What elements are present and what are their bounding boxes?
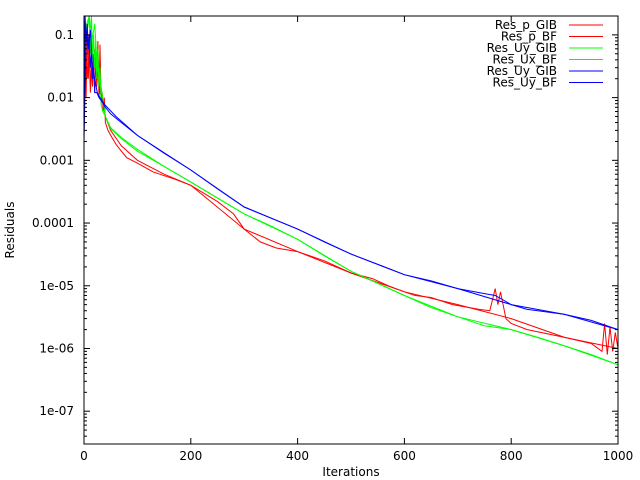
x-tick-label: 400: [286, 449, 309, 463]
x-tick-label: 0: [80, 449, 88, 463]
legend: Res_p_GIBRes_p_BFRes_Uy_GIBRes_Ux_BFRes_…: [487, 18, 603, 90]
y-tick-label: 1e-05: [39, 279, 74, 293]
plot-frame: [83, 15, 619, 445]
y-tick-label: 1e-07: [39, 404, 74, 418]
x-axis-title: Iterations: [322, 465, 379, 479]
x-tick-label: 1000: [603, 449, 634, 463]
y-tick-label: 0.1: [55, 28, 74, 42]
legend-label: Res_Uy_BF: [493, 76, 558, 90]
y-axis-title: Residuals: [3, 202, 17, 259]
y-tick-label: 0.0001: [32, 216, 74, 230]
legend-label: Res_Uy_GIB: [487, 41, 557, 55]
series-layer: [83, 15, 619, 366]
legend-label: Res_p_GIB: [495, 18, 557, 32]
ticks-layer: 0 200 400 600 800 1000 0.1 0.01 0.001 0.0001 1e-05…: [32, 15, 634, 463]
legend-label: Res_Ux_BF: [493, 53, 558, 67]
x-tick-label: 200: [179, 449, 202, 463]
legend-label: Res_Uy_GIB: [487, 64, 557, 78]
x-tick-label: 600: [393, 449, 416, 463]
series-line-res-ux-bf-3: [83, 15, 619, 366]
y-tick-label: 1e-06: [39, 341, 74, 355]
x-tick-label: 800: [500, 449, 523, 463]
y-tick-label: 0.01: [47, 91, 74, 105]
y-tick-label: 0.001: [40, 153, 74, 167]
legend-label: Res_p_BF: [501, 30, 557, 44]
series-line-res-uy-bf-5: [83, 29, 619, 331]
